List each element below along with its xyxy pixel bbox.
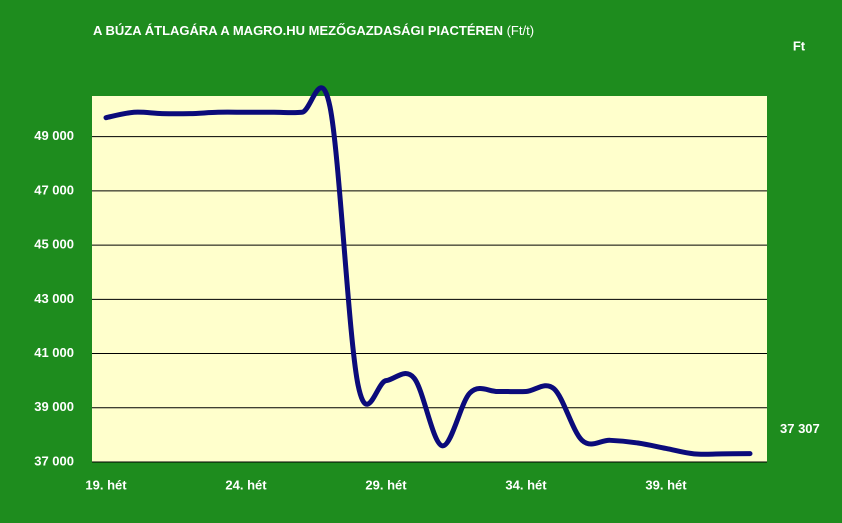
y-tick-label: 41 000 xyxy=(34,345,74,360)
y-tick-label: 43 000 xyxy=(34,291,74,306)
y-tick-label: 37 000 xyxy=(34,453,74,468)
y-tick-label: 39 000 xyxy=(34,399,74,414)
data-label: 37 307 xyxy=(780,421,820,436)
chart-title: A BÚZA ÁTLAGÁRA A MAGRO.HU MEZŐGAZDASÁGI… xyxy=(93,23,534,38)
plot-area xyxy=(92,96,767,462)
y-tick-label: 49 000 xyxy=(34,128,74,143)
line-series xyxy=(103,85,753,457)
x-tick-label: 39. hét xyxy=(645,477,687,492)
subtitle: (Ft/t) xyxy=(507,23,534,38)
unit-label: Ft xyxy=(793,38,806,53)
y-tick-label: 47 000 xyxy=(34,182,74,197)
x-tick-label: 34. hét xyxy=(505,477,547,492)
x-tick-label: 24. hét xyxy=(225,477,267,492)
x-tick-label: 19. hét xyxy=(85,477,127,492)
x-tick-label: 29. hét xyxy=(365,477,407,492)
title-text: A BÚZA ÁTLAGÁRA A MAGRO.HU MEZŐGAZDASÁGI… xyxy=(93,23,503,38)
y-tick-label: 45 000 xyxy=(34,237,74,252)
